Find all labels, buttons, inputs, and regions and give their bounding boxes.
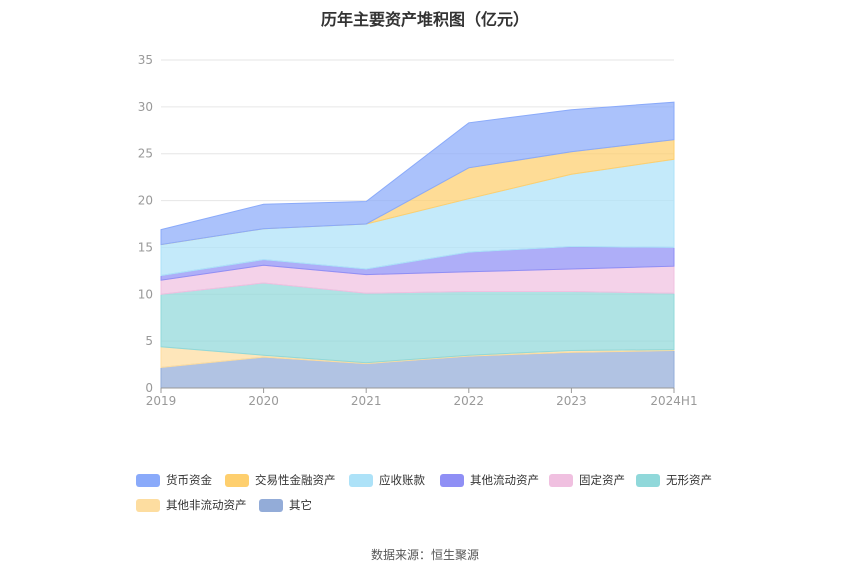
stacked-area-chart: 0 5 10 15 20 25 30 35 2019 2020 2021 2022 2023 2024H… bbox=[138, 53, 698, 408]
legend-item[interactable]: 货币资金 bbox=[136, 472, 212, 488]
x-tick-label: 2022 bbox=[454, 394, 485, 408]
y-tick-label: 30 bbox=[138, 100, 153, 114]
legend-swatch bbox=[259, 498, 283, 512]
legend-swatch bbox=[225, 473, 249, 487]
y-tick-label: 0 bbox=[145, 381, 153, 395]
legend-label: 其他非流动资产 bbox=[166, 498, 247, 512]
y-tick-label: 35 bbox=[138, 53, 153, 67]
legend-label: 固定资产 bbox=[579, 473, 625, 487]
legend-item[interactable]: 其它 bbox=[259, 497, 312, 513]
area-货币资金 bbox=[160, 101, 675, 246]
legend-label: 应收账款 bbox=[379, 473, 425, 487]
legend-label: 无形资产 bbox=[666, 473, 712, 487]
legend-label: 货币资金 bbox=[166, 473, 212, 487]
legend-item[interactable]: 无形资产 bbox=[636, 472, 712, 488]
y-tick-labels: 0 5 10 15 20 25 30 35 bbox=[138, 53, 153, 395]
x-tick-label: 2020 bbox=[248, 394, 279, 408]
legend-swatch bbox=[549, 473, 573, 487]
legend-swatch bbox=[636, 473, 660, 487]
x-tick-labels: 2019 2020 2021 2022 2023 2024H1 bbox=[146, 394, 698, 408]
y-tick-label: 5 bbox=[145, 334, 153, 348]
legend-swatch bbox=[136, 498, 160, 512]
legend-label: 其它 bbox=[289, 498, 312, 512]
legend-item[interactable]: 固定资产 bbox=[549, 472, 625, 488]
x-tick-label: 2021 bbox=[351, 394, 382, 408]
x-tick-label: 2024H1 bbox=[650, 394, 697, 408]
x-tick-label: 2023 bbox=[556, 394, 587, 408]
y-tick-label: 15 bbox=[138, 240, 153, 254]
legend-item[interactable]: 其他流动资产 bbox=[440, 472, 539, 488]
legend-swatch bbox=[440, 473, 464, 487]
chart-title: 历年主要资产堆积图（亿元） bbox=[320, 10, 529, 29]
legend-item[interactable]: 交易性金融资产 bbox=[225, 472, 336, 488]
area-无形资产 bbox=[160, 282, 675, 364]
y-tick-label: 10 bbox=[138, 287, 153, 301]
legend-item[interactable]: 应收账款 bbox=[349, 472, 425, 488]
data-source: 数据来源：恒生聚源 bbox=[370, 548, 479, 562]
axes bbox=[160, 387, 675, 393]
legend-label: 交易性金融资产 bbox=[255, 473, 336, 487]
y-tick-label: 20 bbox=[138, 194, 153, 208]
legend-swatch bbox=[136, 473, 160, 487]
legend-label: 其他流动资产 bbox=[470, 473, 539, 487]
y-tick-label: 25 bbox=[138, 147, 153, 161]
x-tick-label: 2019 bbox=[146, 394, 177, 408]
area-series bbox=[160, 101, 675, 389]
legend-swatch bbox=[349, 473, 373, 487]
legend-item[interactable]: 其他非流动资产 bbox=[136, 497, 247, 513]
